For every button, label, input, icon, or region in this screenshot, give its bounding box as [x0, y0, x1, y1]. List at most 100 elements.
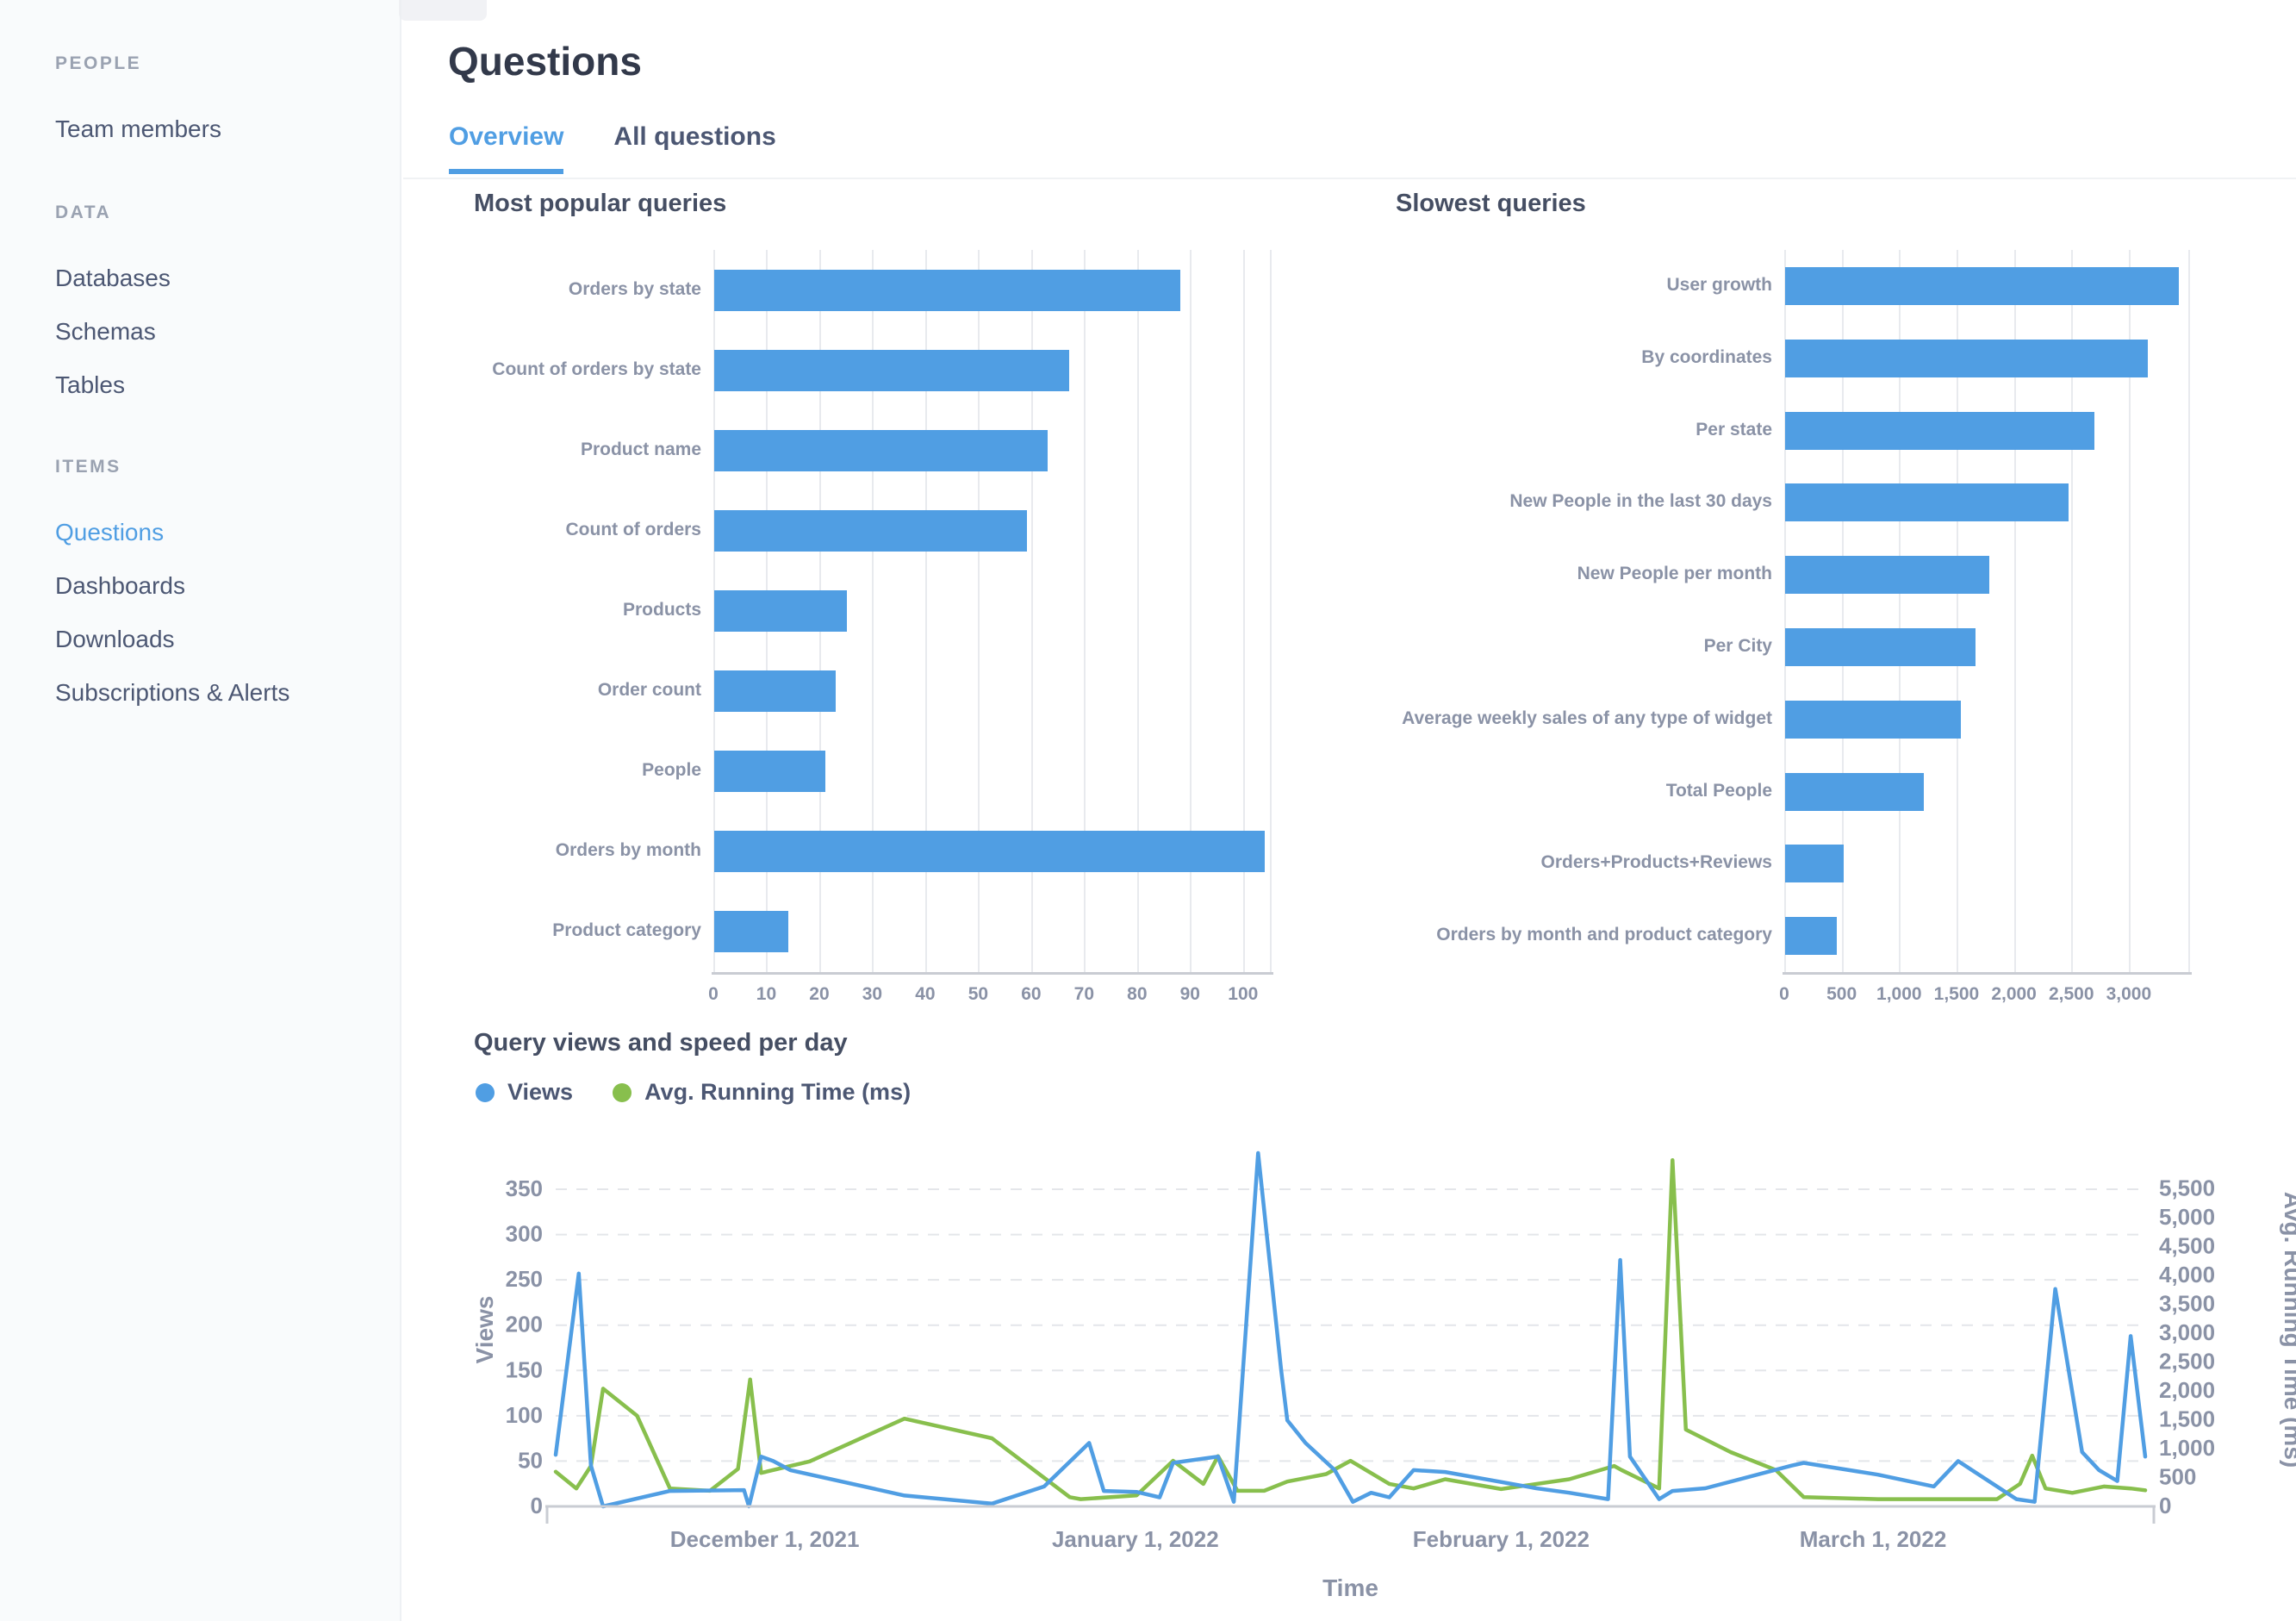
gridline	[1242, 250, 1245, 972]
gridline	[1899, 250, 1901, 972]
bar-count-of-orders[interactable]	[714, 509, 1027, 552]
sidebar-item-questions[interactable]: Questions	[55, 519, 165, 546]
bar-orders-products-reviews[interactable]	[1785, 845, 1844, 883]
bar-per-city[interactable]	[1785, 627, 1976, 666]
legend-label-running-time: Avg. Running Time (ms)	[644, 1079, 912, 1105]
y-axis-label-views: Views	[471, 1296, 498, 1364]
bar-new-people-per-month[interactable]	[1785, 556, 1990, 595]
left-axis-tick-label: 200	[506, 1312, 543, 1337]
gridline	[1084, 250, 1086, 972]
sidebar-section-people: PEOPLE	[55, 53, 142, 73]
bar-label-product-category: Product category	[552, 920, 701, 941]
bar-label-orders-by-month: Orders by month	[555, 840, 701, 861]
bar-label-per-city: Per City	[1703, 635, 1772, 656]
bar-people[interactable]	[714, 751, 826, 793]
bar-per-state[interactable]	[1785, 411, 2094, 450]
bar-average-weekly-sales-of-any-type-of-widget[interactable]	[1785, 700, 1961, 739]
running-time-legend-dot-icon	[613, 1082, 632, 1102]
right-axis-tick-label: 500	[2159, 1464, 2196, 1490]
x-axis-line	[545, 1505, 2156, 1524]
bar-by-coordinates[interactable]	[1785, 339, 2149, 377]
tab-all-questions[interactable]: All questions	[613, 122, 776, 151]
left-axis-tick-label: 250	[506, 1266, 543, 1292]
avg-running-time-ms-line[interactable]	[553, 1157, 2148, 1501]
x-tick-label: 90	[1179, 984, 1200, 1004]
right-axis-tick-label: 2,500	[2159, 1349, 2215, 1375]
page-title: Questions	[448, 39, 642, 84]
x-axis-line	[712, 972, 1273, 975]
bar-label-new-people-per-month: New People per month	[1577, 564, 1772, 584]
gridline	[1841, 250, 1844, 972]
left-axis-tick-label: 100	[506, 1402, 543, 1428]
x-tick-label: 80	[1127, 984, 1148, 1004]
x-tick-label-december-1-2021: December 1, 2021	[670, 1526, 860, 1552]
bar-user-growth[interactable]	[1785, 266, 2180, 305]
bar-label-count-of-orders-by-state: Count of orders by state	[492, 358, 701, 379]
gridline	[1030, 250, 1033, 972]
sidebar-section-data: DATA	[55, 203, 112, 222]
tab-overview[interactable]: Overview	[449, 122, 564, 174]
gridline	[1269, 250, 1272, 972]
right-axis-tick-label: 1,000	[2159, 1435, 2215, 1461]
bar-label-total-people: Total People	[1665, 780, 1772, 801]
x-tick-label: 30	[862, 984, 883, 1004]
x-tick-label: 50	[968, 984, 989, 1004]
right-axis-tick-label: 5,000	[2159, 1204, 2215, 1230]
x-tick-label: 0	[708, 984, 719, 1004]
gridline	[1190, 250, 1192, 972]
views-legend-dot-icon	[476, 1082, 495, 1102]
x-tick-label: 500	[1826, 984, 1857, 1004]
bar-label-count-of-orders: Count of orders	[565, 519, 702, 539]
right-axis-tick-label: 4,500	[2159, 1233, 2215, 1259]
x-tick-label: 1,000	[1876, 984, 1922, 1004]
x-tick-label: 1,500	[1933, 984, 1980, 1004]
gridline	[2128, 250, 2131, 972]
bar-label-product-name: Product name	[580, 439, 701, 459]
sidebar-item-tables[interactable]: Tables	[55, 371, 125, 398]
y-axis-label-running-time: Avg. Running Time (ms)	[2280, 1192, 2296, 1468]
sidebar-item-dashboards[interactable]: Dashboards	[55, 572, 185, 599]
x-axis-label-time: Time	[1322, 1574, 1378, 1601]
bar-products[interactable]	[714, 590, 847, 632]
sidebar-item-schemas[interactable]: Schemas	[55, 318, 156, 345]
x-axis-line	[1783, 972, 2193, 975]
sidebar: PEOPLE Team members DATA Databases Schemas Ta…	[0, 0, 401, 1621]
bar-orders-by-month-and-product-category[interactable]	[1785, 917, 1837, 956]
bar-label-user-growth: User growth	[1666, 274, 1772, 295]
bar-label-products: Products	[622, 600, 701, 620]
bar-label-order-count: Order count	[597, 680, 701, 701]
x-tick-label: 60	[1021, 984, 1042, 1004]
x-tick-label-march-1-2022: March 1, 2022	[1800, 1526, 1947, 1552]
chart-title-most-popular-queries: Most popular queries	[474, 190, 727, 217]
bar-label-new-people-in-the-last-30-days: New People in the last 30 days	[1509, 491, 1772, 512]
chart-title-slowest-queries: Slowest queries	[1396, 190, 1586, 217]
sidebar-item-databases[interactable]: Databases	[55, 265, 171, 291]
x-tick-label-january-1-2022: January 1, 2022	[1052, 1526, 1219, 1552]
bar-total-people[interactable]	[1785, 772, 1925, 811]
gridline	[2071, 250, 2074, 972]
bar-orders-by-month[interactable]	[714, 831, 1266, 873]
x-tick-label: 0	[1779, 984, 1789, 1004]
sidebar-item-downloads[interactable]: Downloads	[55, 626, 175, 652]
tab-bar: Overview All questions	[449, 122, 776, 174]
bar-label-per-state: Per state	[1696, 419, 1772, 440]
right-axis-tick-label: 3,000	[2159, 1319, 2215, 1345]
bar-order-count[interactable]	[714, 670, 837, 713]
bar-orders-by-state[interactable]	[714, 269, 1181, 311]
bar-count-of-orders-by-state[interactable]	[714, 349, 1069, 391]
line-chart-legend: Views Avg. Running Time (ms)	[476, 1079, 911, 1106]
views-line[interactable]	[553, 1150, 2148, 1509]
right-axis-tick-label: 2,000	[2159, 1377, 2215, 1403]
bar-product-name[interactable]	[714, 429, 1048, 471]
x-tick-label: 70	[1073, 984, 1095, 1004]
sidebar-item-subscriptions-alerts[interactable]: Subscriptions & Alerts	[55, 679, 290, 706]
x-tick-label: 3,000	[2106, 984, 2152, 1004]
left-axis-tick-label: 350	[506, 1175, 543, 1201]
sidebar-item-team-members[interactable]: Team members	[55, 115, 221, 142]
bar-product-category[interactable]	[714, 911, 789, 953]
x-tick-label: 40	[915, 984, 936, 1004]
bar-new-people-in-the-last-30-days[interactable]	[1785, 483, 2069, 522]
right-axis-tick-label: 3,500	[2159, 1291, 2215, 1317]
bar-label-orders-by-month-and-product-category: Orders by month and product category	[1436, 925, 1772, 945]
